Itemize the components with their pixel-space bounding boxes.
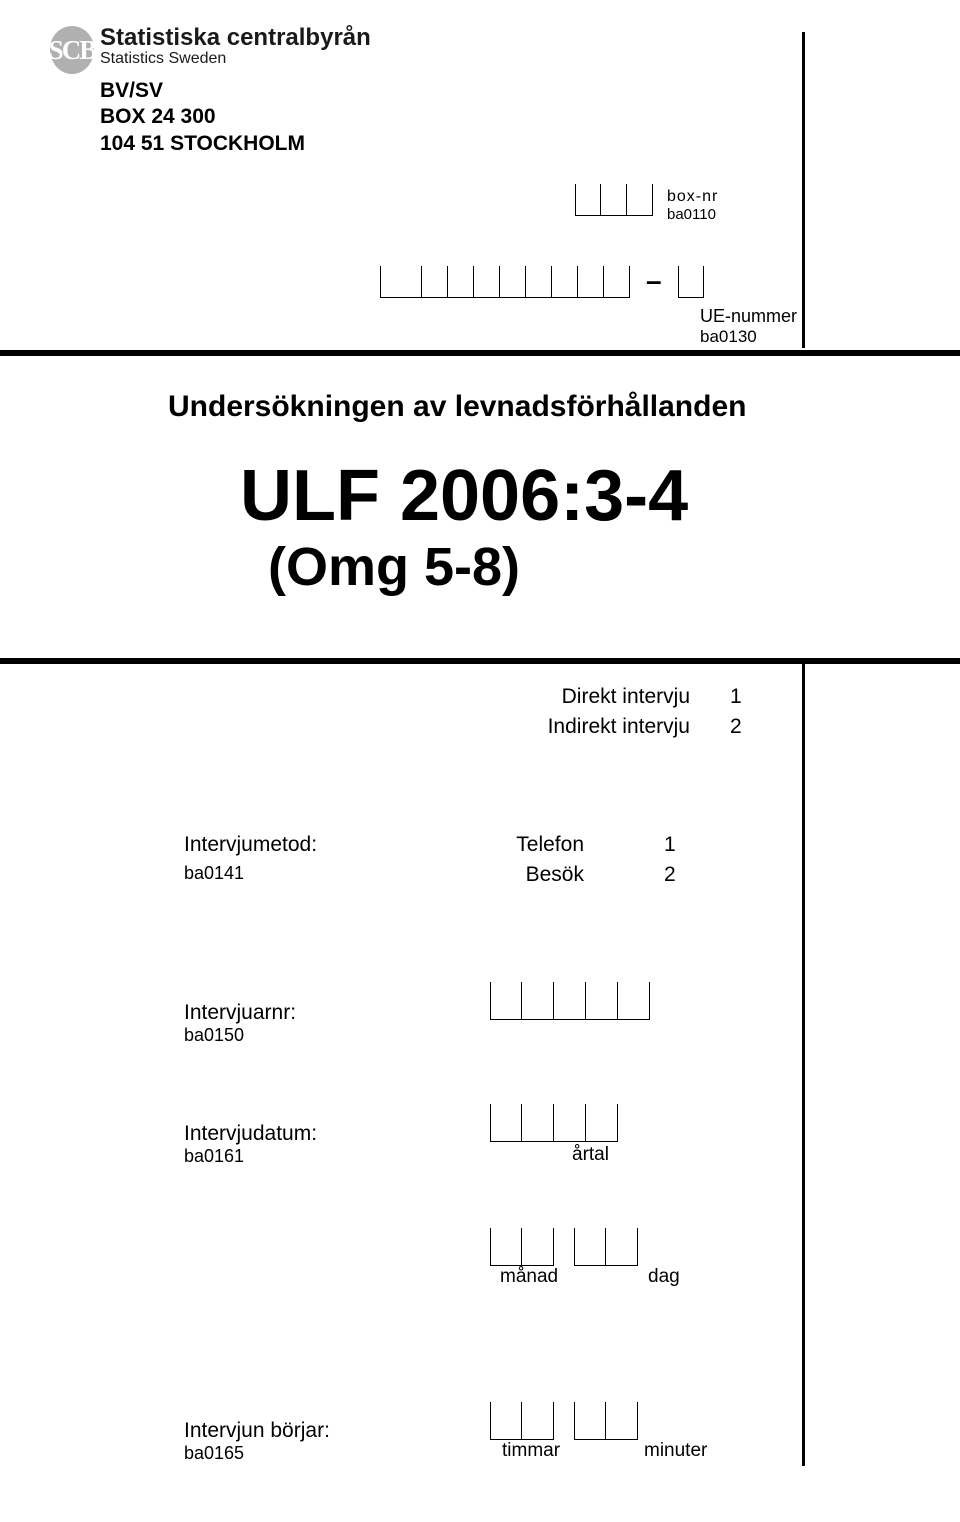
intervjuarnr-code: ba0150 bbox=[184, 1025, 296, 1047]
org-name-en: Statistics Sweden bbox=[100, 51, 371, 67]
box-nr-label: box-nr bbox=[667, 188, 718, 206]
intervjun-borjar-block: Intervjun börjar: ba0165 bbox=[184, 1418, 330, 1465]
interview-type-indirect-label: Indirekt intervju bbox=[530, 712, 690, 742]
intervjumetod-code: ba0141 bbox=[184, 860, 404, 890]
scb-logo-icon: SCB bbox=[50, 26, 94, 74]
survey-title: Undersökningen av levnadsförhållanden bbox=[168, 390, 746, 424]
ue-code: ba0130 bbox=[700, 327, 810, 347]
vertical-rule-bottom bbox=[802, 664, 805, 1466]
interview-type-block: Direkt intervju 1 Indirekt intervju 2 bbox=[530, 682, 744, 743]
hours-minutes-labels: timmar minuter bbox=[490, 1440, 760, 1462]
intervjudatum-label: Intervjudatum: bbox=[184, 1121, 317, 1146]
intervjumetod-besok: Besök bbox=[404, 860, 664, 890]
intervjuarnr-label: Intervjuarnr: bbox=[184, 1000, 296, 1025]
ue-label: UE-nummer bbox=[700, 306, 810, 327]
interview-type-indirect-code: 2 bbox=[730, 712, 744, 742]
box-nr-code: ba0110 bbox=[667, 206, 718, 223]
intervjudatum-code: ba0161 bbox=[184, 1146, 317, 1168]
month-day-labels: månad dag bbox=[490, 1266, 760, 1288]
interview-type-direct-label: Direkt intervju bbox=[530, 682, 690, 712]
intervjumetod-block: Intervjumetod: Telefon 1 ba0141 Besök 2 bbox=[184, 830, 804, 891]
year-label: årtal bbox=[572, 1144, 609, 1166]
ue-nummer-main-input[interactable] bbox=[380, 266, 630, 298]
sub-title: (Omg 5-8) bbox=[268, 540, 520, 594]
address-line2: BOX 24 300 bbox=[100, 104, 910, 130]
intervjumetod-label: Intervjumetod: bbox=[184, 830, 404, 860]
intervjuarnr-block: Intervjuarnr: ba0150 bbox=[184, 1000, 296, 1047]
month-label: månad bbox=[500, 1266, 642, 1288]
intervjun-borjar-label: Intervjun börjar: bbox=[184, 1418, 330, 1443]
day-label: dag bbox=[648, 1266, 680, 1288]
address: BV/SV BOX 24 300 104 51 STOCKHOLM bbox=[100, 78, 910, 157]
intervjudatum-month-day-input[interactable] bbox=[490, 1228, 638, 1266]
box-nr-input[interactable] bbox=[575, 184, 653, 216]
intervjuarnr-input[interactable] bbox=[490, 982, 650, 1020]
intervjudatum-year-input[interactable] bbox=[490, 1104, 618, 1142]
ue-nummer-suffix-input[interactable] bbox=[678, 266, 704, 298]
main-title: ULF 2006:3-4 bbox=[240, 460, 688, 532]
address-line3: 104 51 STOCKHOLM bbox=[100, 131, 910, 157]
minutes-label: minuter bbox=[644, 1440, 707, 1462]
logo-abbr: SCB bbox=[49, 37, 96, 64]
hours-label: timmar bbox=[502, 1440, 642, 1462]
rule-1 bbox=[0, 350, 960, 356]
intervjudatum-block: Intervjudatum: ba0161 bbox=[184, 1121, 317, 1168]
intervjun-borjar-code: ba0165 bbox=[184, 1443, 330, 1465]
org-name-sv: Statistiska centralbyrån bbox=[100, 26, 371, 50]
intervjun-borjar-input[interactable] bbox=[490, 1402, 638, 1440]
intervjumetod-telefon: Telefon bbox=[404, 830, 664, 860]
interview-type-row-direct: Direkt intervju 1 bbox=[530, 682, 744, 712]
rule-2 bbox=[0, 658, 960, 664]
ue-nummer-field: – UE-nummer ba0130 bbox=[380, 266, 810, 347]
ue-dash-separator: – bbox=[642, 266, 666, 296]
box-nr-field: box-nr ba0110 bbox=[575, 184, 795, 223]
interview-type-direct-code: 1 bbox=[730, 682, 744, 712]
address-line1: BV/SV bbox=[100, 78, 910, 104]
header: SCB Statistiska centralbyrån Statistics … bbox=[50, 26, 910, 74]
org-names: Statistiska centralbyrån Statistics Swed… bbox=[100, 26, 371, 67]
intervjumetod-telefon-code: 1 bbox=[664, 830, 704, 860]
interview-type-row-indirect: Indirekt intervju 2 bbox=[530, 712, 744, 742]
org-logo-block: SCB Statistiska centralbyrån Statistics … bbox=[50, 26, 371, 74]
intervjumetod-besok-code: 2 bbox=[664, 860, 704, 890]
